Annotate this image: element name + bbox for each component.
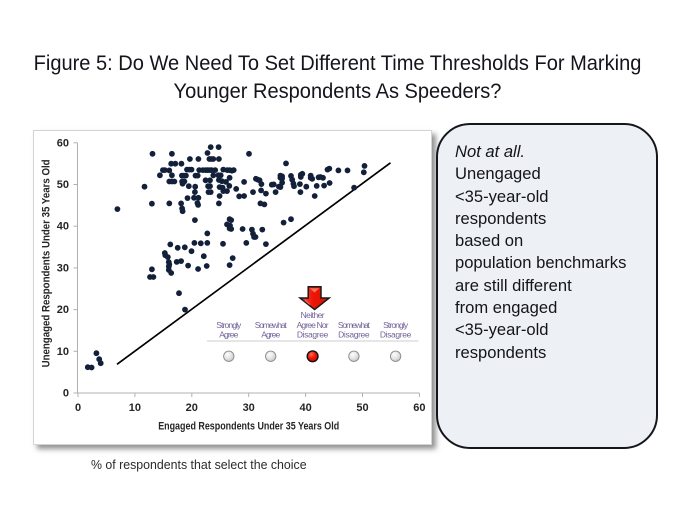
svg-text:Engaged Respondents Under 35 Y: Engaged Respondents Under 35 Years Old [158,420,339,432]
svg-text:10: 10 [57,346,69,358]
svg-text:50: 50 [57,179,69,191]
svg-text:Agree: Agree [261,330,280,340]
svg-text:10: 10 [129,402,141,414]
svg-text:Strongly: Strongly [383,320,409,330]
svg-text:Neither: Neither [301,310,325,320]
svg-text:60: 60 [57,137,69,149]
svg-text:40: 40 [57,221,69,233]
svg-text:Disagree: Disagree [380,330,412,340]
svg-text:30: 30 [57,262,69,274]
svg-text:40: 40 [299,402,311,414]
svg-text:50: 50 [356,402,368,414]
svg-text:Disagree: Disagree [297,330,329,340]
svg-text:20: 20 [186,402,198,414]
svg-text:0: 0 [75,402,81,414]
svg-text:Agree Nor: Agree Nor [297,320,329,330]
svg-text:Strongly: Strongly [216,320,242,330]
svg-text:20: 20 [57,304,69,316]
svg-text:60: 60 [413,402,425,414]
svg-text:Disagree: Disagree [338,330,370,340]
svg-text:Unengaged Respondents Under 35: Unengaged Respondents Under 35 Years Old [41,159,53,367]
svg-text:0: 0 [63,388,69,400]
svg-text:Agree: Agree [219,330,238,340]
svg-text:30: 30 [243,402,255,414]
svg-text:Somewhat: Somewhat [338,320,371,330]
svg-text:Somewhat: Somewhat [255,320,288,330]
